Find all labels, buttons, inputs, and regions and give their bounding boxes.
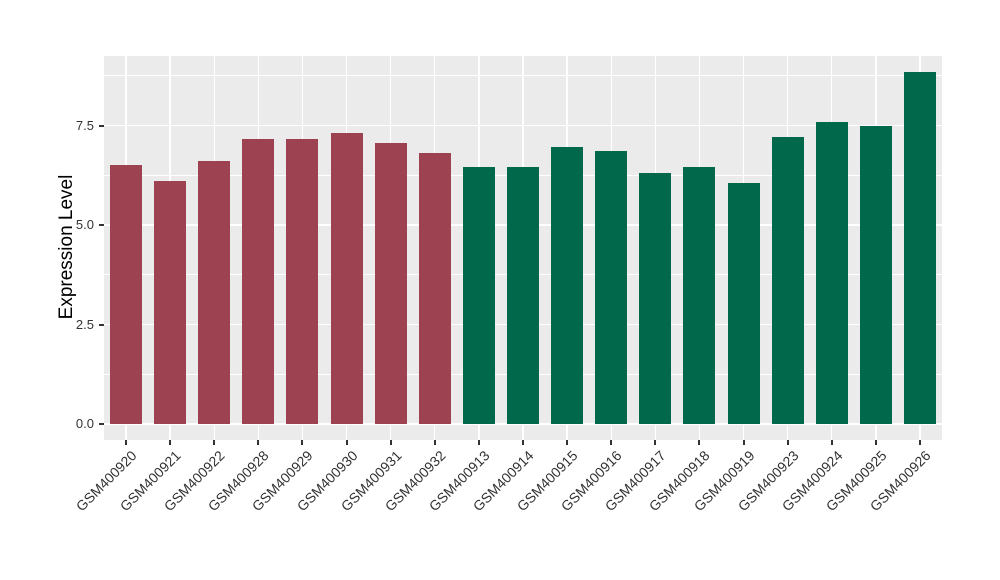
bar-GSM400931 xyxy=(374,143,407,424)
bar-GSM400921 xyxy=(154,181,187,424)
bar-GSM400914 xyxy=(507,167,539,424)
x-tick-mark xyxy=(169,440,172,445)
x-tick-mark xyxy=(213,440,216,445)
x-tick-mark xyxy=(918,440,921,445)
x-tick-mark xyxy=(698,440,701,445)
bar-GSM400923 xyxy=(771,137,804,424)
bar-GSM400928 xyxy=(242,139,275,424)
bar-GSM400930 xyxy=(330,133,363,424)
y-tick-mark xyxy=(99,124,104,127)
bar-GSM400919 xyxy=(727,183,760,424)
bar-GSM400913 xyxy=(462,167,495,424)
bar-GSM400917 xyxy=(639,173,672,424)
x-tick-mark xyxy=(433,440,436,445)
x-tick-mark xyxy=(522,440,524,445)
x-tick-mark xyxy=(742,440,745,445)
bar-GSM400922 xyxy=(198,161,231,424)
y-tick-label: 7.5 xyxy=(75,117,94,133)
bar-GSM400915 xyxy=(551,147,584,424)
bar-GSM400916 xyxy=(595,151,628,424)
x-tick-mark xyxy=(566,440,569,445)
x-tick-mark xyxy=(477,440,480,445)
y-axis-title: Expression Level xyxy=(56,174,77,320)
x-tick-mark xyxy=(610,440,613,445)
x-tick-mark xyxy=(786,440,789,445)
bar-GSM400926 xyxy=(903,71,936,424)
y-tick-mark xyxy=(99,224,104,226)
y-tick-mark xyxy=(99,323,104,326)
x-tick-label: GSM400926 xyxy=(866,447,934,515)
bar-GSM400932 xyxy=(418,153,451,424)
bar-GSM400924 xyxy=(815,121,848,424)
x-tick-mark xyxy=(654,440,657,445)
x-tick-mark xyxy=(389,440,392,445)
x-tick-mark xyxy=(257,440,260,445)
x-tick-mark xyxy=(301,440,304,445)
bar-GSM400918 xyxy=(683,167,716,424)
y-tick-label: 0.0 xyxy=(75,416,94,431)
x-tick-mark xyxy=(125,440,128,445)
x-tick-mark xyxy=(830,440,833,445)
y-tick-mark xyxy=(99,423,104,425)
plot-panel xyxy=(104,56,942,440)
y-tick-label: 5.0 xyxy=(75,217,94,232)
bar-GSM400925 xyxy=(859,125,892,424)
bar-GSM400929 xyxy=(286,139,319,424)
bar-GSM400920 xyxy=(110,165,143,424)
x-tick-mark xyxy=(874,440,877,445)
y-tick-label: 2.5 xyxy=(75,316,94,332)
x-tick-mark xyxy=(345,440,348,445)
